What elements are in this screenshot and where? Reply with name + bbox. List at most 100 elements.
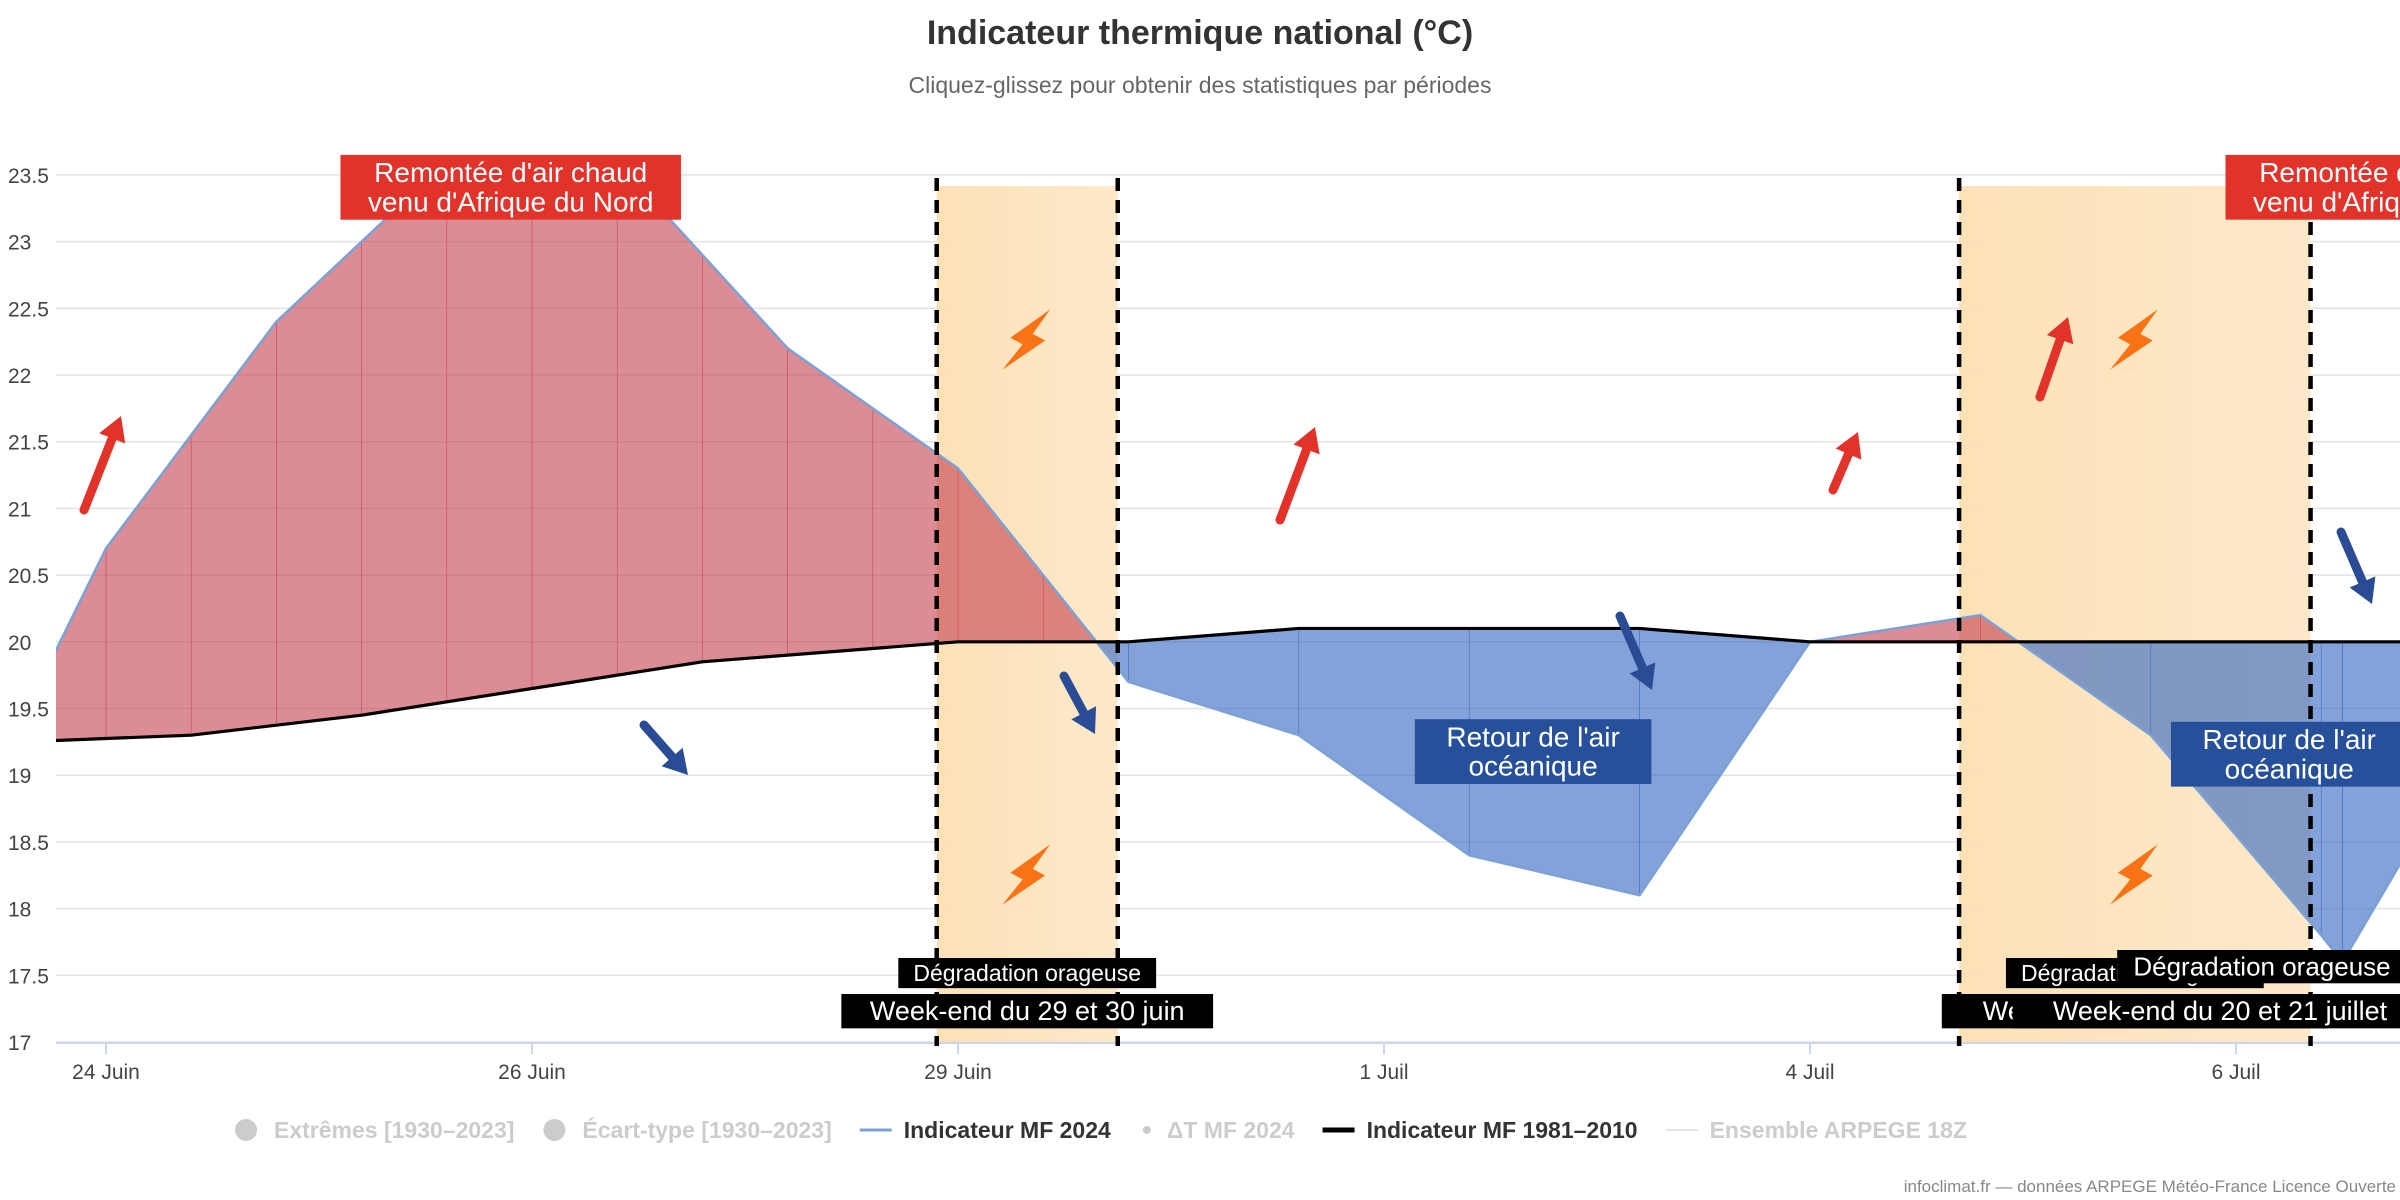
y-tick-label: 22.5 <box>8 298 49 321</box>
storm-top-caption: Dégradation orageuse <box>898 958 1157 989</box>
warming-arrow-icon <box>2035 317 2074 402</box>
lightning-icon-shape <box>2109 844 2158 905</box>
legend-item[interactable]: Écart-type [1930–2023] <box>543 1116 832 1143</box>
cooling-arrow-icon-head <box>1071 706 1097 734</box>
storm-top-caption-text: Dégradation orageuse <box>2133 951 2390 981</box>
storm-top-caption-text: Dégradation orageuse <box>913 960 1141 986</box>
cooling-arrow-icon <box>1615 611 1656 690</box>
chart-title: Indicateur thermique national (°C) <box>927 14 1473 52</box>
warm-anomaly-area <box>276 240 362 726</box>
y-tick-label: 19 <box>8 765 31 788</box>
y-tick-label: 17 <box>8 1032 31 1055</box>
warm-air-label-text: Remontée d'air chaud <box>374 157 647 188</box>
legend-item[interactable]: Indicateur MF 2024 <box>859 1117 1111 1143</box>
storm-top-caption-box <box>2117 950 2400 984</box>
y-tick-label: 21 <box>8 498 31 521</box>
cold-anomaly-area <box>2320 641 2343 963</box>
y-tick-label: 23.5 <box>8 165 49 188</box>
legend-dot-icon <box>235 1119 257 1141</box>
warm-anomaly-area <box>531 161 618 689</box>
legend-label: ΔT MF 2024 <box>1167 1117 1295 1143</box>
cooling-arrow-icon-head <box>2349 576 2376 604</box>
warming-arrow-icon-head <box>99 416 126 444</box>
warming-arrow-icon-shaft <box>1275 444 1312 525</box>
storm-bottom-caption-text: Week-end du 20 et 21 juillet <box>2053 996 2388 1026</box>
legend-item[interactable]: Ensemble ARPEGE 18Z <box>1665 1117 1967 1143</box>
y-tick-label: 20 <box>8 632 31 655</box>
y-tick-label: 22 <box>8 365 31 388</box>
warm-anomaly-area <box>702 254 788 663</box>
lightning-icon-shape <box>1002 309 1051 370</box>
oceanic-air-label-box <box>1414 719 1652 784</box>
lightning-icon <box>2109 844 2158 905</box>
legend-item[interactable]: Extrêmes [1930–2023] <box>235 1117 514 1143</box>
cooling-arrow-icon-shaft <box>1059 671 1089 718</box>
cold-anomaly-area <box>1128 628 1300 736</box>
series-line-mf-1981-2010 <box>56 626 2400 743</box>
cooling-arrow-icon <box>639 720 688 775</box>
warm-anomaly-area <box>190 320 277 736</box>
y-tick-label: 18.5 <box>8 832 49 855</box>
cooling-arrow-icon <box>1059 671 1097 734</box>
oceanic-air-label-text: Retour de l'air <box>1446 721 1619 752</box>
storm-top-caption-box <box>898 958 1157 989</box>
warming-arrow-icon-shaft <box>1828 449 1854 495</box>
storm-bottom-caption-text: Week-end du 29 et 30 juin <box>870 996 1185 1026</box>
credit-text: infoclimat.fr — données ARPEGE Météo-Fra… <box>1904 1177 2396 1196</box>
cooling-arrow-icon-head <box>1629 662 1656 690</box>
lightning-icon <box>2109 309 2158 370</box>
y-tick-label: 20.5 <box>8 565 49 588</box>
x-tick-label: 26 Juin <box>498 1061 566 1084</box>
warm-air-label-box <box>2225 154 2400 220</box>
cooling-arrow-icon <box>2336 527 2376 604</box>
warming-arrow-icon-head <box>1293 427 1320 455</box>
cooling-arrow-icon-head <box>661 747 688 775</box>
y-tick-label: 17.5 <box>8 965 49 988</box>
x-tick-label: 4 Juil <box>1785 1061 1834 1084</box>
lightning-icon-shape <box>1002 844 1051 905</box>
legend-item[interactable]: ΔT MF 2024 <box>1142 1117 1295 1143</box>
warm-air-label-text: venu d'Afrique du Nord <box>368 186 654 217</box>
oceanic-air-label-text: Retour de l'air <box>2203 724 2376 755</box>
y-tick-label: 18 <box>8 899 31 922</box>
cooling-arrow-icon-shaft <box>1615 611 1647 673</box>
storm-bottom-caption: Week-end du 20 et 21 juillet <box>2012 994 2400 1029</box>
x-tick-label: 1 Juil <box>1359 1061 1408 1084</box>
legend-label: Extrêmes [1930–2023] <box>274 1117 514 1143</box>
legend-small-dot-icon <box>1142 1126 1151 1134</box>
warm-anomaly-area <box>105 434 192 739</box>
lightning-icon <box>1002 309 1051 370</box>
y-tick-label: 23 <box>8 232 31 255</box>
oceanic-air-label-box <box>2170 721 2400 787</box>
warm-anomaly-area <box>616 160 703 676</box>
chart-subtitle: Cliquez-glissez pour obtenir des statist… <box>909 72 1492 98</box>
warm-anomaly-area <box>361 160 448 716</box>
storm-top-caption: Dégradation orageuse <box>2117 950 2400 984</box>
cooling-arrow-icon-shaft <box>639 720 677 762</box>
y-tick-label: 21.5 <box>8 432 49 455</box>
legend-label: Écart-type [1930–2023] <box>582 1116 831 1143</box>
warming-arrow-icon <box>1275 427 1320 525</box>
legend-label: Indicateur MF 2024 <box>904 1117 1111 1143</box>
y-tick-label: 19.5 <box>8 699 49 722</box>
warm-air-label-text: Remontée d'air chaud <box>2259 157 2400 188</box>
x-tick-label: 6 Juil <box>2211 1061 2260 1084</box>
series-line-mf-2024 <box>56 160 2400 964</box>
legend-item[interactable]: Indicateur MF 1981–2010 <box>1322 1117 1638 1143</box>
x-tick-label: 24 Juin <box>72 1061 140 1084</box>
warm-anomaly-area <box>446 161 533 703</box>
warm-air-label-text: venu d'Afrique du Nord <box>2253 186 2400 217</box>
storm-bottom-caption-box <box>2012 994 2400 1029</box>
warming-arrow-icon <box>1828 432 1862 495</box>
legend-label: Ensemble ARPEGE 18Z <box>1710 1117 1967 1143</box>
storm-bottom-caption: Week-end du 29 et 30 juin <box>841 994 1214 1029</box>
warming-arrow-icon-shaft <box>79 433 117 515</box>
oceanic-air-label-text: océanique <box>1468 751 1597 782</box>
warming-arrow-icon-shaft <box>2035 335 2065 402</box>
storm-band <box>1959 186 2311 1042</box>
